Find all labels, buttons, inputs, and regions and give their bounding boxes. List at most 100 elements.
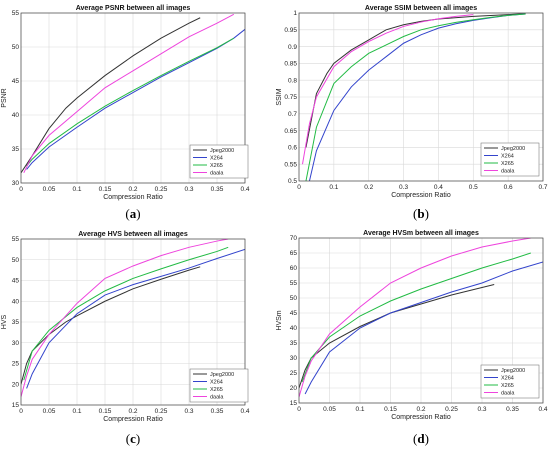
x-axis-label: Compression Ratio: [103, 194, 163, 201]
x-tick-label: 0.15: [384, 406, 397, 413]
x-tick-label: 0: [19, 408, 23, 415]
series-line-jpeg2000: [305, 13, 526, 148]
y-tick-label: 1: [293, 10, 297, 17]
legend-label: daala: [501, 169, 515, 175]
y-tick-label: 35: [12, 146, 20, 153]
series-group: [301, 13, 526, 181]
legend-label: X265: [501, 383, 514, 389]
y-tick-label: 20: [12, 381, 20, 388]
x-tick-label: 0.2: [128, 186, 137, 193]
series-line-x265: [23, 246, 229, 381]
x-tick-label: 0.4: [434, 184, 443, 191]
y-axis-label: HVS: [1, 314, 8, 329]
panel-caption: (b): [413, 206, 429, 221]
y-tick-label: 55: [12, 10, 20, 17]
x-tick-label: 0.25: [445, 406, 458, 413]
x-tick-label: 0.6: [504, 184, 513, 191]
x-axis-label: Compression Ratio: [391, 192, 451, 199]
axes-box: [20, 238, 246, 406]
legend-label: X265: [210, 387, 223, 393]
ssim-chart: 0 0.1 0.2 0.3 0.4 0.5 0.6 0.7 0.5 0.55 0.6 0.65 0.7 0…: [276, 5, 548, 221]
y-tick-label: 35: [12, 319, 20, 326]
y-tick-label: 15: [290, 400, 298, 407]
series-line-daala: [301, 14, 474, 165]
x-tick-label: 0.7: [538, 184, 547, 191]
chart-panel-b: 0 0.1 0.2 0.3 0.4 0.5 0.6 0.7 0.5 0.55 0.6 0.65 0.7 0…: [275, 0, 550, 225]
series-line-jpeg2000: [21, 266, 201, 385]
y-tick-label: 40: [12, 298, 20, 305]
legend-label: X264: [501, 154, 514, 160]
y-tick-label: 35: [290, 340, 298, 347]
x-tick-label: 0: [297, 406, 301, 413]
y-tick-label: 45: [290, 310, 298, 317]
chart-title: Average HVS between all images: [78, 231, 188, 238]
x-tick-label: 0.35: [506, 406, 519, 413]
legend-label: daala: [501, 391, 515, 397]
y-tick-label: 65: [290, 250, 298, 257]
y-axis-label: PSNR: [1, 88, 8, 107]
x-tick-label: 0.2: [364, 184, 373, 191]
y-tick-label: 40: [290, 325, 298, 332]
series-line-daala: [23, 13, 235, 174]
y-tick-label: 0.75: [284, 94, 297, 101]
panel-caption: (a): [125, 206, 140, 221]
y-tick-label: 20: [290, 385, 298, 392]
series-line-daala: [21, 239, 229, 397]
series-line-daala: [299, 238, 531, 398]
x-tick-label: 0.1: [355, 406, 364, 413]
x-tick-label: 0.1: [72, 408, 81, 415]
x-tick-label: 0.25: [155, 186, 168, 193]
y-tick-label: 30: [290, 355, 298, 362]
panel-letter: d: [417, 431, 425, 446]
panel-letter: a: [130, 206, 137, 221]
y-tick-label: 50: [12, 44, 20, 51]
y-tick-label: 0.95: [284, 27, 297, 34]
y-tick-label: 45: [12, 278, 20, 285]
y-tick-label: 30: [12, 340, 20, 347]
y-axis-label: HVSm: [276, 310, 283, 330]
x-tick-label: 0.3: [184, 186, 193, 193]
y-tick-label: 50: [290, 295, 298, 302]
x-tick-label: 0.05: [323, 406, 336, 413]
y-tick-label: 25: [290, 370, 298, 377]
legend-label: Jpeg2000: [210, 148, 234, 154]
y-tick-label: 45: [12, 78, 20, 85]
y-tick-label: 0.8: [288, 77, 297, 84]
x-tick-label: 0.05: [43, 186, 56, 193]
series-line-x264: [304, 261, 543, 395]
legend-label: X264: [501, 376, 514, 382]
x-axis-label: Compression Ratio: [103, 416, 163, 423]
y-tick-label: 25: [12, 361, 20, 368]
x-axis-label: Compression Ratio: [391, 414, 451, 421]
x-tick-label: 0.3: [477, 406, 486, 413]
y-tick-label: 70: [290, 235, 298, 242]
panel-letter: c: [130, 431, 136, 446]
hvsm-chart: 0 0.05 0.1 0.15 0.2 0.25 0.3 0.35 0.4 15 20 25 30 35 4…: [276, 230, 548, 446]
y-tick-label: 30: [12, 180, 20, 187]
y-tick-label: 0.6: [288, 145, 297, 152]
y-tick-label: 50: [12, 257, 20, 264]
x-tick-label: 0.2: [416, 406, 425, 413]
y-tick-label: 0.7: [288, 111, 297, 118]
y-tick-label: 0.55: [284, 161, 297, 168]
legend-label: Jpeg2000: [501, 368, 525, 374]
x-tick-label: 0.25: [155, 408, 168, 415]
y-tick-label: 60: [290, 265, 298, 272]
legend-label: X264: [210, 156, 223, 162]
x-tick-label: 0.2: [128, 408, 137, 415]
y-tick-label: 0.5: [288, 178, 297, 185]
chart-title: Average SSIM between all images: [365, 5, 477, 12]
x-tick-label: 0.35: [211, 408, 224, 415]
x-tick-label: 0.3: [399, 184, 408, 191]
y-axis-label: SSIM: [276, 88, 283, 105]
chart-panel-a: 0 0.05 0.1 0.15 0.2 0.25 0.3 0.35 0.4 30 35 40 45 50 5…: [0, 0, 275, 225]
x-tick-label: 0: [297, 184, 301, 191]
panel-caption: (c): [126, 431, 140, 446]
x-tick-label: 0.05: [43, 408, 56, 415]
axes-box: [20, 12, 246, 184]
legend-label: Jpeg2000: [210, 372, 234, 378]
